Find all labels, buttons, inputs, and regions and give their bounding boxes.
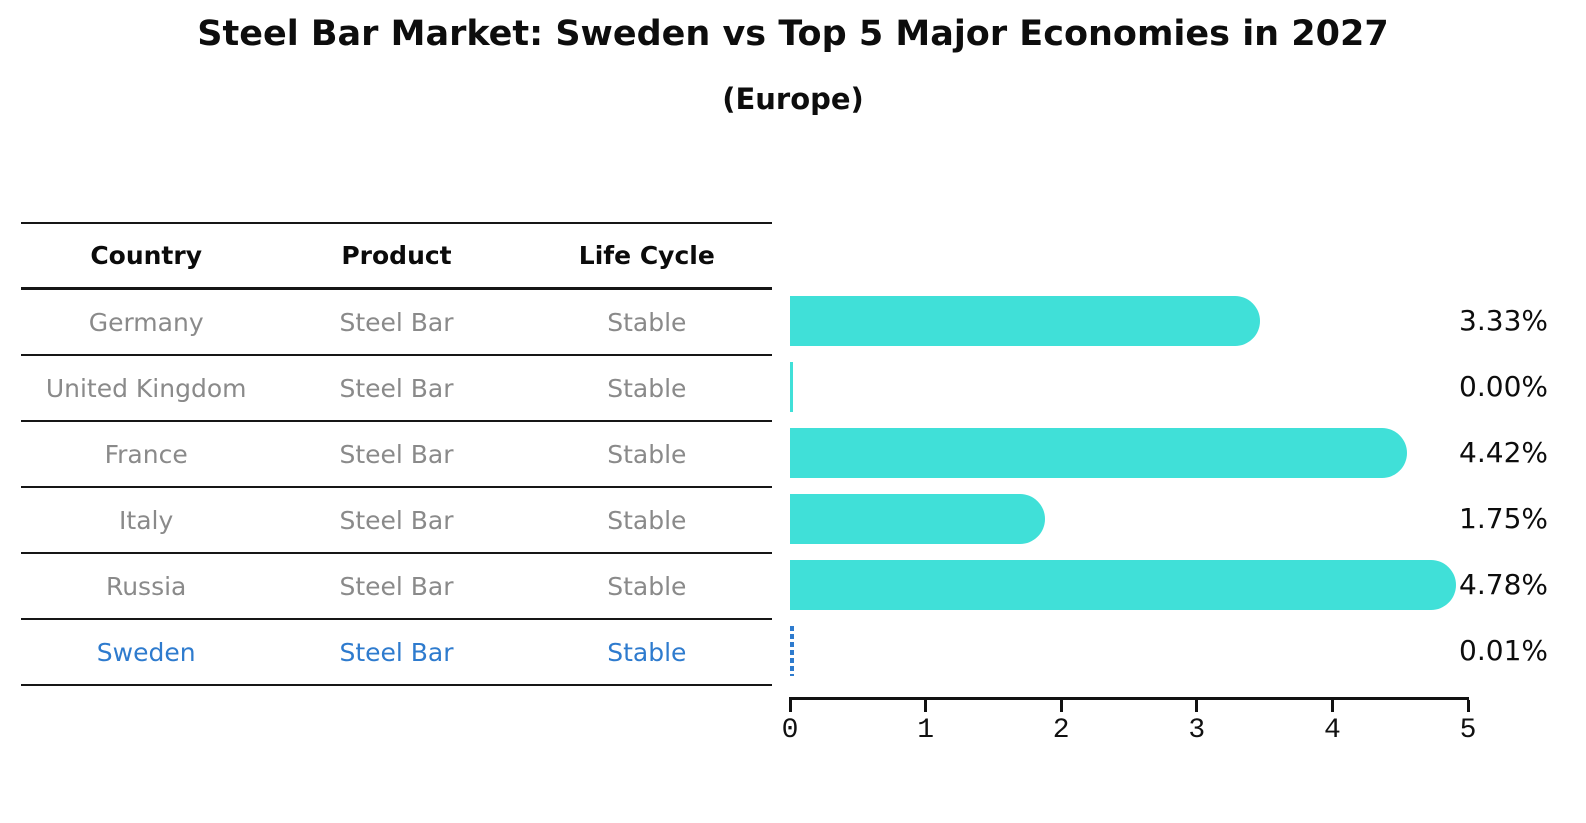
- country-table: Country Product Life Cycle Germany Steel…: [21, 222, 772, 686]
- life-cycle-cell: Stable: [607, 637, 687, 667]
- bar-united-kingdom: [790, 362, 793, 412]
- value-label-sweden: 0.01%: [1459, 634, 1548, 667]
- life-cycle-cell: Stable: [607, 373, 687, 403]
- country-cell: United Kingdom: [45, 373, 247, 403]
- x-axis-tick-label-5: 5: [1459, 715, 1477, 746]
- product-cell: Steel Bar: [339, 571, 454, 601]
- x-axis-tick-label-1: 1: [917, 715, 934, 746]
- table-body: Germany Steel Bar Stable United Kingdom …: [21, 290, 772, 686]
- x-axis-tick-4: [1330, 700, 1334, 712]
- table-row: Germany Steel Bar Stable: [21, 290, 772, 356]
- bar-germany: [790, 296, 1260, 346]
- country-cell: Sweden: [96, 637, 196, 667]
- product-cell: Steel Bar: [339, 307, 454, 337]
- product-cell: Steel Bar: [339, 505, 454, 535]
- x-axis-tick-label-3: 3: [1188, 715, 1206, 746]
- table-header-row: Country Product Life Cycle: [21, 224, 772, 290]
- value-label-france: 4.42%: [1459, 436, 1548, 469]
- chart-title: Steel Bar Market: Sweden vs Top 5 Major …: [197, 14, 1389, 54]
- product-cell: Steel Bar: [339, 373, 454, 403]
- country-cell: France: [104, 439, 188, 469]
- product-cell: Steel Bar: [339, 637, 454, 667]
- table-row: France Steel Bar Stable: [21, 422, 772, 488]
- table-row: Russia Steel Bar Stable: [21, 554, 772, 620]
- x-axis-tick-3: [1195, 700, 1199, 712]
- life-cycle-cell: Stable: [607, 571, 687, 601]
- x-axis-tick-1: [924, 700, 928, 712]
- x-axis-tick-label-0: 0: [781, 715, 799, 746]
- column-header-product: Product: [341, 241, 452, 270]
- x-axis-tick-label-2: 2: [1052, 715, 1070, 746]
- product-cell: Steel Bar: [339, 439, 454, 469]
- x-axis-tick-5: [1466, 700, 1470, 712]
- life-cycle-cell: Stable: [607, 307, 687, 337]
- country-cell: Russia: [105, 571, 187, 601]
- life-cycle-cell: Stable: [607, 505, 687, 535]
- table-row: United Kingdom Steel Bar Stable: [21, 356, 772, 422]
- country-cell: Italy: [119, 505, 174, 535]
- x-axis-tick-2: [1059, 700, 1063, 712]
- x-axis-tick-label-4: 4: [1323, 715, 1341, 746]
- value-label-united-kingdom: 0.00%: [1459, 370, 1548, 403]
- value-label-russia: 4.78%: [1459, 568, 1548, 601]
- table-row: Sweden Steel Bar Stable: [21, 620, 772, 686]
- column-header-life-cycle: Life Cycle: [578, 241, 715, 270]
- x-axis-tick-0: [788, 700, 792, 712]
- country-cell: Germany: [88, 307, 204, 337]
- value-label-italy: 1.75%: [1459, 502, 1548, 535]
- table-row: Italy Steel Bar Stable: [21, 488, 772, 554]
- x-axis-line: [789, 697, 1469, 700]
- bar-france: [790, 428, 1407, 478]
- bar-sweden: [790, 626, 794, 676]
- life-cycle-cell: Stable: [607, 439, 687, 469]
- bar-russia: [790, 560, 1456, 610]
- column-header-country: Country: [90, 241, 203, 270]
- value-label-germany: 3.33%: [1459, 304, 1548, 337]
- bar-italy: [790, 494, 1045, 544]
- chart-subtitle: (Europe): [722, 82, 864, 116]
